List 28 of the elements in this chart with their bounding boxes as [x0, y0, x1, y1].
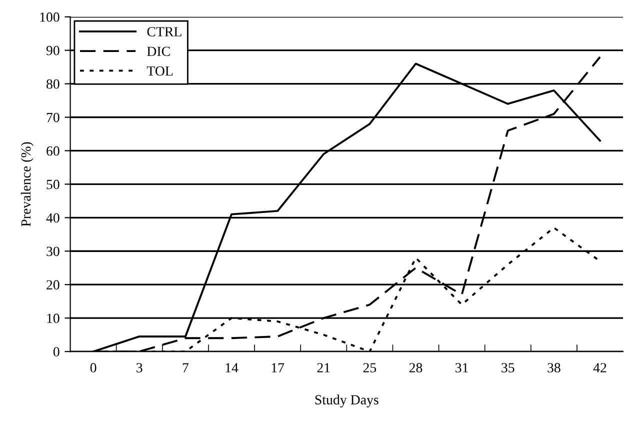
x-tick-label: 38 [548, 363, 560, 372]
y-tick-label: 60 [46, 146, 60, 156]
x-tick-label: 14 [226, 363, 238, 372]
x-tick-label: 31 [456, 363, 468, 372]
y-tick-label: 20 [46, 280, 60, 290]
y-tick-label: 80 [46, 79, 60, 89]
y-tick-label: 50 [46, 180, 60, 190]
x-tick-label: 21 [317, 363, 330, 372]
x-tick-label: 3 [136, 363, 142, 372]
y-tick-label: 10 [47, 314, 60, 324]
x-tick-label: 25 [363, 363, 376, 372]
legend-label: DIC [147, 46, 170, 56]
x-tick-label: 35 [502, 363, 514, 372]
x-tick-label: 0 [90, 363, 96, 372]
x-tick-label: 17 [272, 363, 284, 372]
x-axis-title: Study Days [315, 394, 378, 408]
legend-label: TOL [146, 66, 173, 76]
x-tick-label: 7 [182, 363, 189, 372]
x-tick-label: 28 [409, 363, 422, 372]
x-tick-label: 42 [593, 363, 606, 372]
y-tick-label: 100 [40, 12, 60, 22]
y-tick-label: 0 [53, 347, 60, 356]
legend-label: CTRL [147, 27, 182, 36]
y-tick-label: 40 [46, 213, 60, 223]
y-tick-label: 30 [46, 246, 60, 256]
y-axis-title: Prevalence (%) [20, 142, 34, 226]
y-tick-label: 70 [46, 112, 60, 122]
y-tick-label: 90 [46, 46, 60, 56]
